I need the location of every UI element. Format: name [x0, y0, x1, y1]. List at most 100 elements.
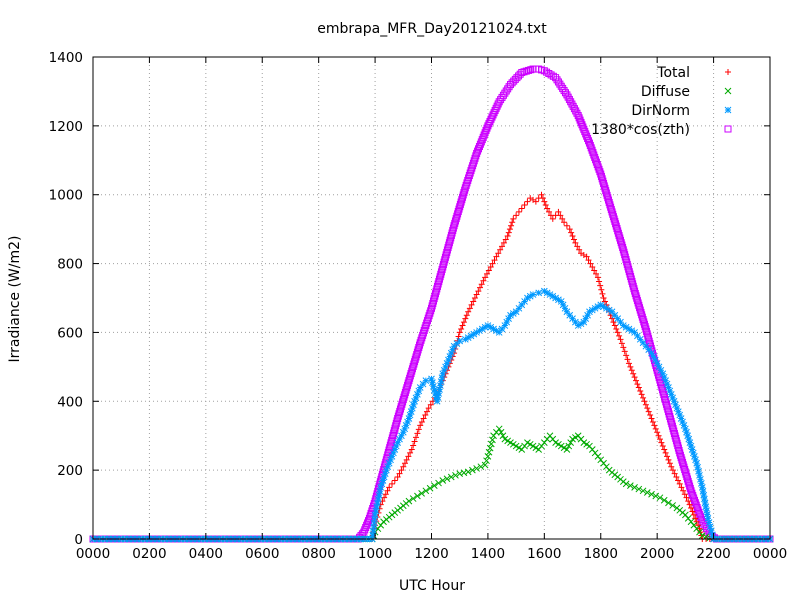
- data-point: [493, 253, 500, 260]
- data-point: [478, 325, 486, 333]
- data-point: [584, 134, 592, 142]
- data-point: [467, 332, 475, 340]
- data-point: [456, 203, 464, 211]
- data-point: [690, 496, 698, 504]
- data-point: [665, 410, 673, 418]
- data-point: [625, 325, 633, 333]
- data-point: [456, 329, 463, 336]
- data-point: [385, 459, 393, 467]
- data-point: [502, 236, 509, 243]
- data-point: [408, 446, 415, 453]
- data-point: [450, 222, 458, 230]
- data-point: [460, 319, 467, 326]
- data-point: [386, 484, 393, 491]
- data-point: [377, 484, 385, 491]
- data-point: [629, 282, 637, 290]
- data-point: [473, 291, 480, 298]
- data-point: [411, 355, 419, 363]
- data-point: [594, 163, 602, 171]
- data-point: [676, 480, 683, 487]
- data-point: [669, 467, 676, 474]
- data-point: [602, 189, 610, 197]
- data-point: [481, 129, 489, 137]
- data-point: [602, 187, 610, 195]
- data-point: [673, 404, 681, 412]
- data-point: [482, 126, 490, 134]
- data-point: [484, 122, 492, 130]
- data-point: [678, 456, 686, 464]
- data-point: [404, 381, 412, 389]
- data-point: [509, 310, 517, 317]
- data-point: [416, 341, 424, 349]
- data-point: [599, 177, 607, 185]
- data-point: [449, 224, 457, 232]
- data-point: [437, 268, 445, 276]
- data-point: [617, 318, 624, 326]
- data-point: [666, 460, 673, 467]
- data-point: [513, 212, 520, 219]
- data-point: [400, 393, 408, 401]
- data-point: [419, 380, 427, 388]
- data-point: [609, 315, 616, 322]
- legend-label: Total: [656, 65, 690, 81]
- data-point: [423, 317, 431, 325]
- data-point: [469, 162, 477, 170]
- data-point: [489, 436, 496, 444]
- data-point: [630, 370, 637, 377]
- data-point: [439, 477, 447, 484]
- data-point: [591, 304, 599, 312]
- data-point: [506, 226, 513, 233]
- data-point: [627, 275, 635, 283]
- data-point: [661, 446, 668, 453]
- data-point: [670, 427, 678, 435]
- data-point: [614, 229, 622, 237]
- data-point: [424, 314, 432, 322]
- data-point: [504, 233, 511, 240]
- data-point: [667, 391, 675, 398]
- legend-item-diffuse: Diffuse: [641, 84, 732, 100]
- data-point: [509, 219, 516, 226]
- data-point: [525, 66, 533, 74]
- data-point: [557, 298, 565, 305]
- data-point: [616, 332, 623, 339]
- data-point: [628, 327, 636, 335]
- data-point: [615, 232, 623, 240]
- data-point: [411, 438, 418, 445]
- data-point: [375, 491, 383, 499]
- data-point: [453, 212, 461, 220]
- data-point: [643, 330, 651, 338]
- data-point: [617, 336, 624, 343]
- data-point: [398, 467, 405, 474]
- data-point: [361, 526, 369, 534]
- data-point: [624, 356, 631, 363]
- data-point: [660, 393, 668, 401]
- data-point: [656, 436, 663, 443]
- data-point: [586, 141, 594, 149]
- data-point: [462, 315, 469, 322]
- data-point: [678, 484, 685, 491]
- legend: Total Diffuse DirNorm 1380*cos(zth): [591, 65, 732, 138]
- data-point: [495, 250, 502, 257]
- data-point: [666, 387, 674, 395]
- data-point: [661, 395, 669, 403]
- legend-item-total: Total: [656, 65, 731, 81]
- data-point: [623, 258, 631, 266]
- data-point: [645, 408, 652, 415]
- data-point: [623, 260, 631, 268]
- data-point: [613, 325, 620, 332]
- data-point: [623, 352, 630, 359]
- data-point: [631, 484, 638, 491]
- data-point: [593, 270, 600, 277]
- data-point: [408, 365, 416, 373]
- data-point: [456, 337, 464, 345]
- data-point: [600, 182, 608, 190]
- data-point: [675, 477, 682, 484]
- data-point: [402, 386, 410, 394]
- data-point: [374, 495, 382, 503]
- data-point: [625, 360, 632, 367]
- data-point: [483, 270, 490, 277]
- y-tick-label: 600: [57, 325, 83, 341]
- data-point: [549, 292, 557, 300]
- data-point: [676, 449, 684, 457]
- data-point: [429, 299, 437, 307]
